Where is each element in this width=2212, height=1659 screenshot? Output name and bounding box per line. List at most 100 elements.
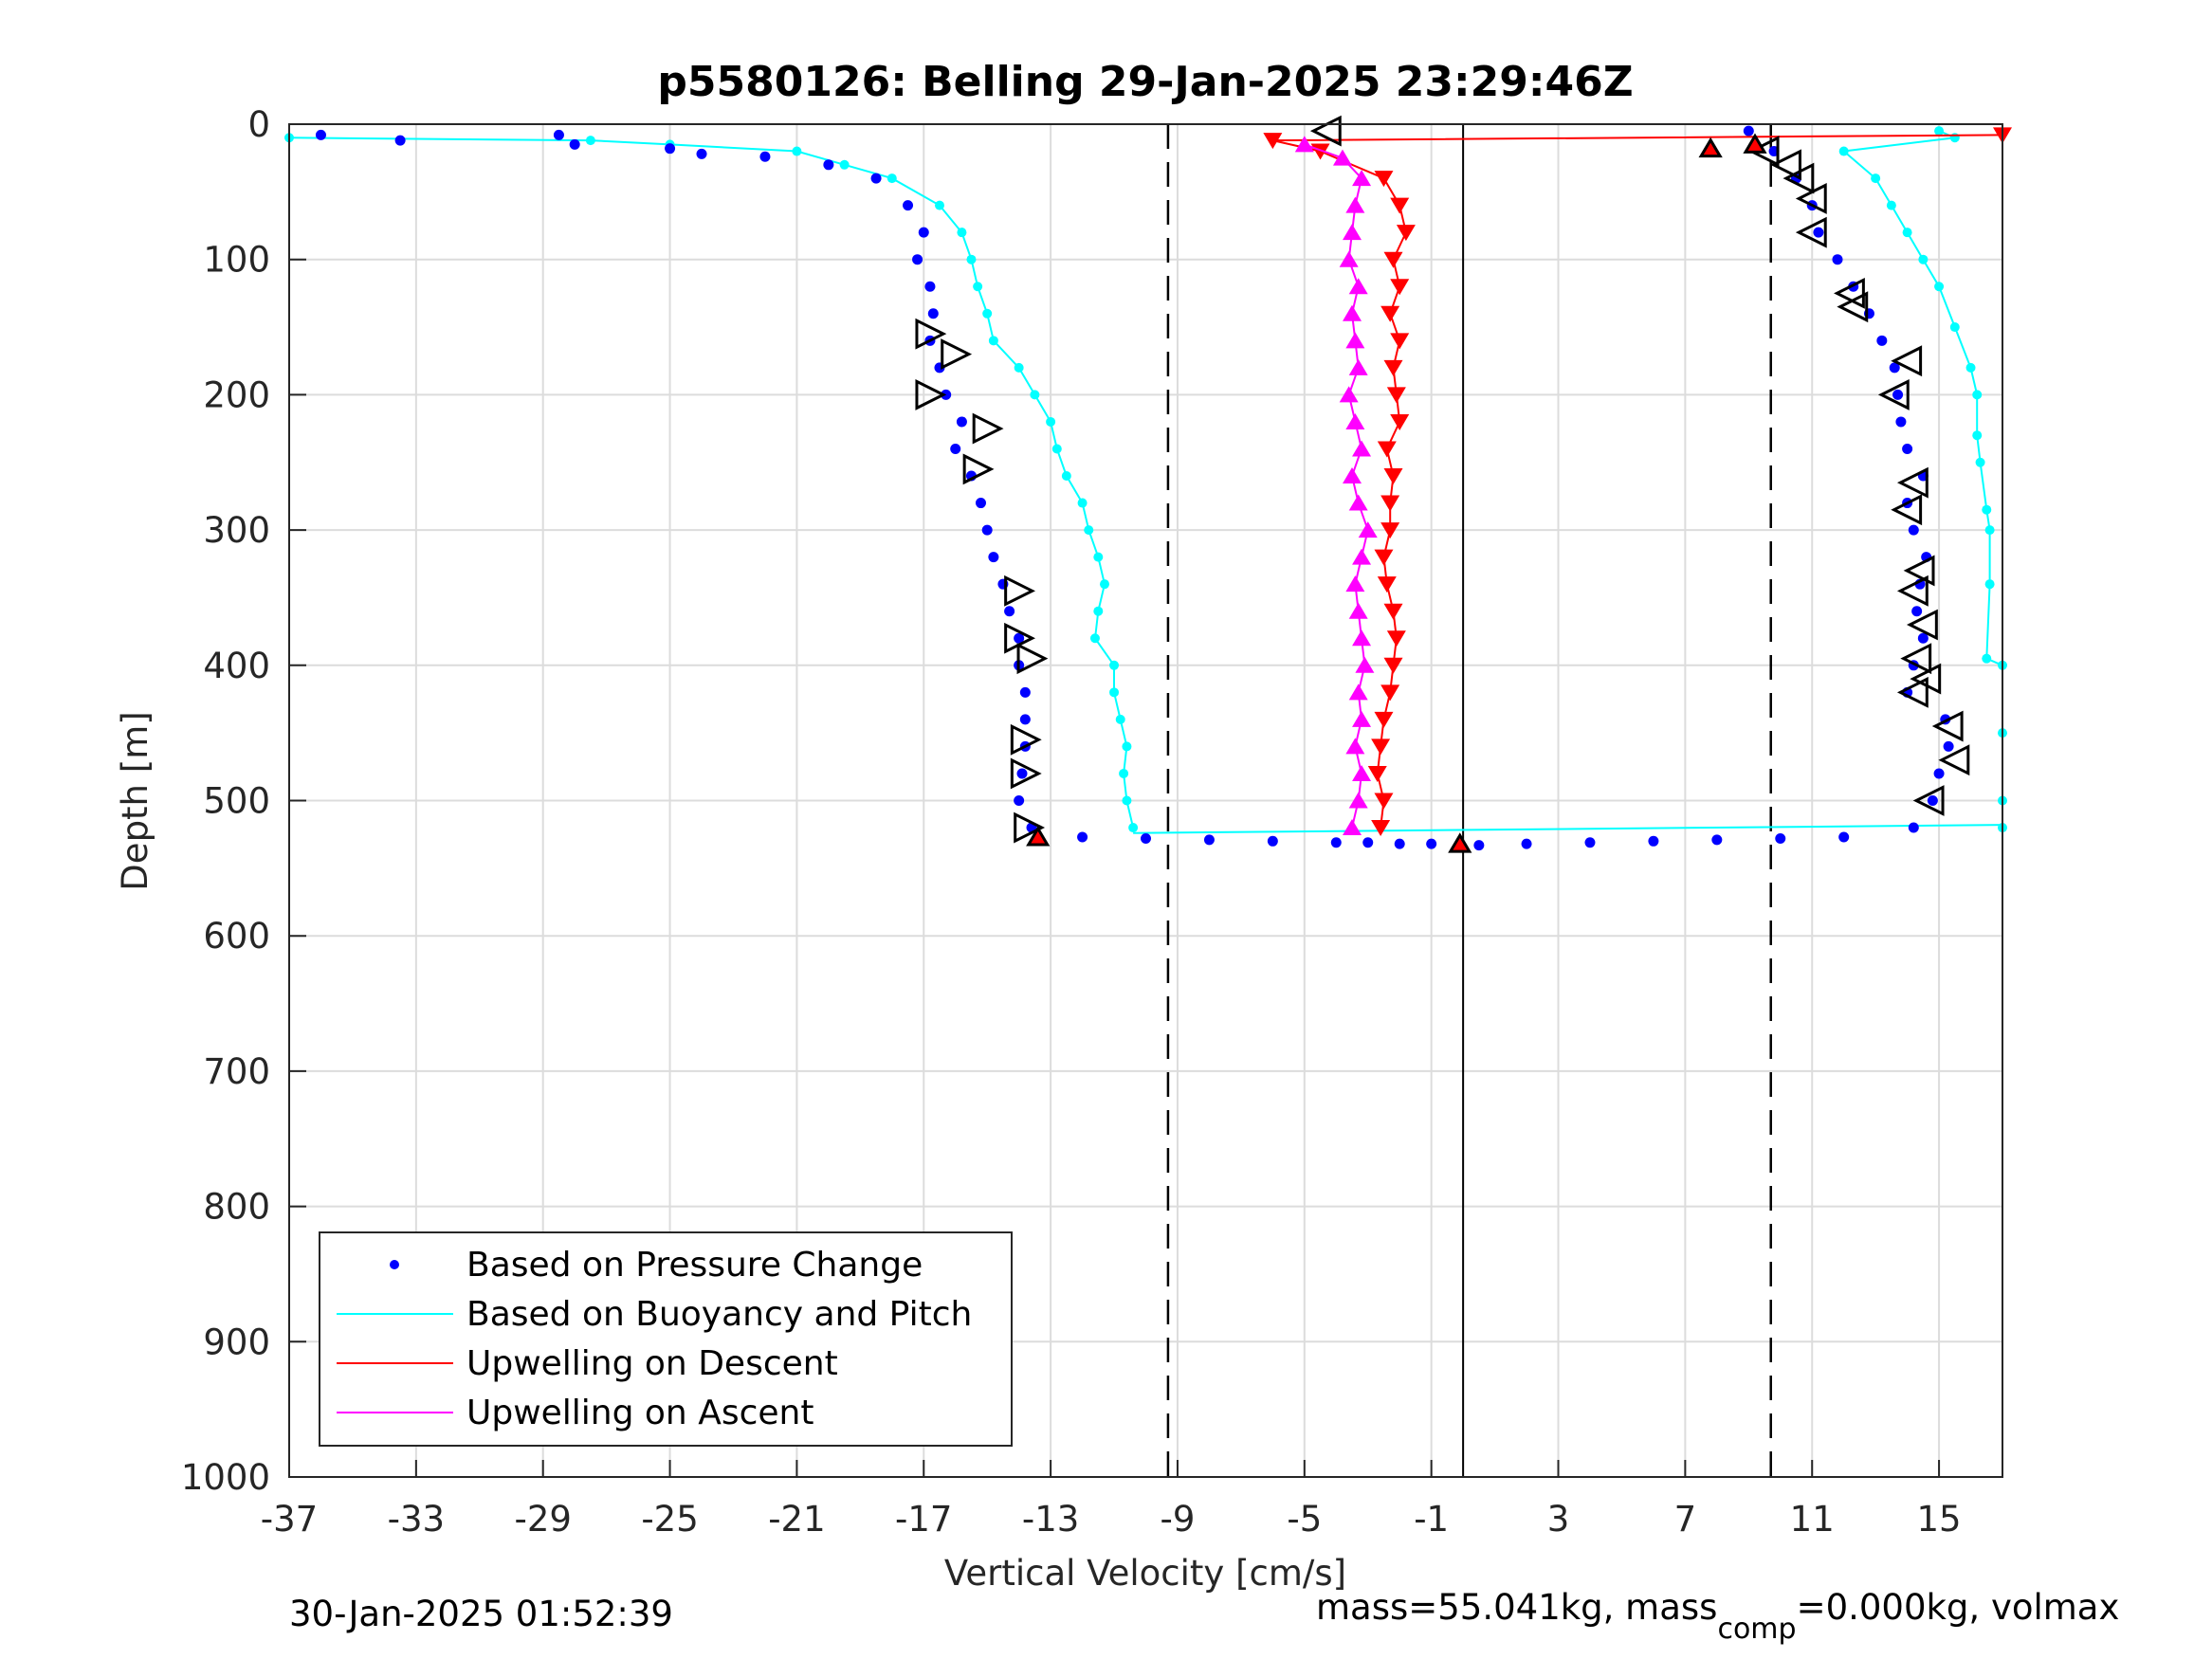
event-marker-descent	[972, 412, 1004, 445]
x-axis-label: Vertical Velocity [cm/s]	[944, 1553, 1346, 1594]
buoyancy-descent-point	[1061, 471, 1071, 482]
pressure-descent-point	[950, 443, 961, 454]
buoyancy-descent-point	[1093, 606, 1104, 616]
pressure-bottom-point	[1711, 834, 1723, 846]
legend-label-buoyancy: Based on Buoyancy and Pitch	[466, 1295, 972, 1334]
special-marker	[1448, 832, 1472, 853]
upwelling-descent-marker	[1374, 171, 1394, 188]
upwelling-ascent-marker	[1345, 575, 1365, 592]
event-marker-ascent	[1931, 710, 1964, 742]
pressure-descent-point	[988, 552, 999, 563]
buoyancy-ascent-point	[1949, 322, 1960, 333]
upwelling-ascent-marker	[1343, 304, 1362, 321]
x-tick-label: -1	[1414, 1499, 1449, 1540]
pressure-ascent-point	[1927, 795, 1938, 806]
x-tick-label: 7	[1674, 1499, 1697, 1540]
event-marker-descent	[1016, 643, 1049, 675]
pressure-ascent-point	[1908, 822, 1919, 833]
buoyancy-descent-point	[1084, 525, 1094, 536]
upwelling-ascent-marker	[1345, 196, 1365, 213]
upwelling-ascent-marker	[1339, 250, 1359, 267]
pressure-descent-point	[1019, 686, 1031, 698]
event-marker-ascent	[1891, 345, 1923, 377]
pressure-ascent-point	[1889, 362, 1900, 374]
upwelling-ascent-marker	[1352, 710, 1372, 727]
x-tick-label: -17	[895, 1499, 952, 1540]
upwelling-ascent-marker	[1294, 136, 1314, 153]
footer-mass-prefix: mass=55.041kg, mass	[1316, 1587, 1717, 1628]
pressure-ascent-point	[1933, 768, 1945, 779]
buoyancy-ascent-point	[1934, 282, 1945, 292]
upwelling-descent-marker	[1380, 522, 1400, 539]
upwelling-descent-marker	[1380, 495, 1400, 512]
upwelling-descent-marker	[1386, 387, 1406, 404]
pressure-descent-point	[927, 308, 939, 319]
buoyancy-descent-point	[1030, 390, 1040, 400]
buoyancy-descent-point	[973, 282, 983, 292]
buoyancy-ascent-point	[1982, 504, 1992, 515]
pressure-ascent-point	[1832, 254, 1843, 265]
buoyancy-descent-point	[1077, 498, 1088, 508]
legend-label-descent: Upwelling on Descent	[466, 1344, 838, 1383]
buoyancy-descent-point	[1115, 714, 1125, 724]
upwelling-ascent-marker	[1348, 358, 1368, 375]
x-tick-label: 3	[1547, 1499, 1570, 1540]
buoyancy-descent-point	[1051, 444, 1062, 454]
y-tick-label: 800	[203, 1187, 270, 1228]
y-tick-label: 700	[203, 1051, 270, 1092]
pressure-ascent-point	[1917, 632, 1929, 644]
event-marker-ascent	[1795, 216, 1827, 248]
y-tick-label: 400	[203, 646, 270, 686]
buoyancy-ascent-point	[1972, 430, 1983, 441]
y-tick-label: 300	[203, 510, 270, 551]
upwelling-ascent-marker	[1339, 386, 1359, 403]
pressure-ascent-point	[1876, 335, 1888, 346]
pressure-descent-point	[1014, 632, 1025, 644]
buoyancy-descent-point	[1014, 362, 1024, 373]
buoyancy-descent-point	[957, 228, 967, 238]
y-tick-label: 0	[247, 104, 270, 145]
pressure-bottom-point	[1775, 832, 1786, 844]
upwelling-descent-marker	[1374, 711, 1394, 728]
x-tick-label: -5	[1287, 1499, 1322, 1540]
upwelling-descent-marker	[1383, 657, 1403, 674]
upwelling-descent-marker	[1371, 820, 1391, 837]
buoyancy-ascent-point	[1972, 390, 1983, 400]
buoyancy-ascent-point	[1871, 173, 1881, 184]
upwelling-descent-marker	[1386, 630, 1406, 647]
pressure-descent-point	[903, 200, 914, 211]
special-marker	[1026, 826, 1051, 847]
pressure-bottom-point	[1521, 838, 1532, 849]
chart-title: p5580126: Belling 29-Jan-2025 23:29:46Z	[657, 58, 1633, 106]
pressure-descent-point	[912, 254, 923, 265]
upwelling-descent-marker	[1390, 197, 1410, 214]
buoyancy-descent-point	[792, 146, 802, 156]
pressure-descent-point	[759, 151, 771, 162]
upwelling-descent-marker	[1263, 133, 1283, 150]
pressure-descent-point	[315, 129, 326, 140]
buoyancy-ascent-point	[1918, 254, 1929, 264]
upwelling-descent-marker	[1390, 413, 1410, 430]
pressure-bottom-point	[1426, 838, 1437, 849]
upwelling-descent-marker	[1383, 251, 1403, 268]
event-marker-descent	[1014, 811, 1046, 844]
y-tick-label: 500	[203, 781, 270, 822]
pressure-bottom-point	[1267, 835, 1278, 847]
y-tick-label: 1000	[181, 1457, 270, 1498]
buoyancy-descent-point	[1109, 687, 1120, 698]
upwelling-ascent-marker	[1343, 467, 1362, 484]
axis-ticks: -37 -33 -29 -25 -21 -17 -13 -9 -5 -1 3 7 11 150100200…	[181, 104, 1962, 1540]
legend-box	[319, 1231, 1013, 1447]
pressure-bottom-point	[1077, 831, 1088, 843]
event-marker-ascent	[1896, 466, 1929, 499]
upwelling-ascent-marker	[1352, 170, 1372, 187]
event-marker-descent	[1004, 574, 1036, 607]
upwelling-descent-marker	[1390, 333, 1410, 350]
x-tick-label: -33	[388, 1499, 445, 1540]
special-marker	[1698, 137, 1723, 158]
pressure-ascent-point	[1943, 740, 1954, 752]
event-marker-ascent	[1747, 136, 1780, 167]
pressure-bottom-point	[1473, 840, 1485, 851]
event-marker-ascent	[1938, 744, 1970, 776]
